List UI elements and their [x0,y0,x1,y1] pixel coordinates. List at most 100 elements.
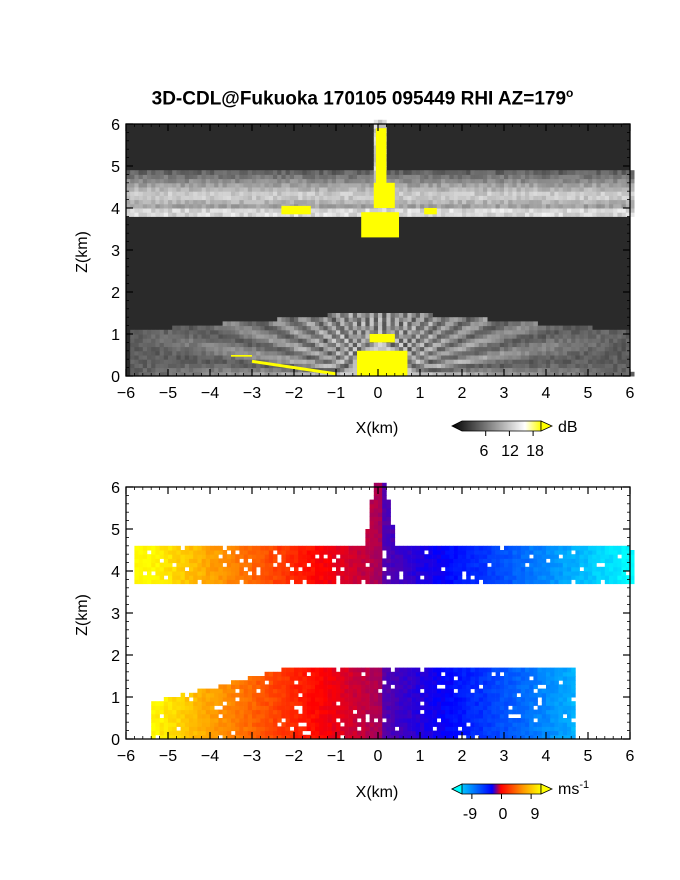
intensity-cell [625,191,631,196]
intensity-cell [226,371,232,377]
intensity-cell [575,367,580,373]
intensity-cell [592,174,597,180]
velocity-cell [168,730,173,736]
velocity-cell [352,579,358,585]
velocity-cell [331,579,337,585]
velocity-cell [411,692,417,698]
intensity-cell [340,371,345,377]
intensity-cell [478,317,484,322]
intensity-cell [520,329,526,335]
velocity-cell [210,709,215,715]
intensity-cell [617,363,622,369]
velocity-cell [369,676,375,681]
velocity-cell [344,550,349,555]
intensity-cell [487,170,492,175]
intensity-cell [390,321,396,327]
intensity-cell [163,342,169,348]
velocity-cell [218,730,223,736]
intensity-cell [256,212,261,217]
velocity-cell [281,705,286,711]
intensity-cell [491,346,496,352]
velocity-cell [189,718,194,723]
intensity-cell [319,178,324,184]
intensity-cell [193,338,198,343]
velocity-cell [218,558,223,564]
intensity-cell [541,199,547,205]
intensity-cell [403,174,408,180]
intensity-cell [504,321,509,327]
intensity-cell [226,174,232,180]
intensity-cell [420,191,425,196]
intensity-cell [403,195,408,201]
intensity-cell [415,367,421,373]
velocity-cell [394,550,400,555]
velocity-cell [226,722,232,727]
intensity-cell [268,363,274,369]
intensity-cell [340,203,345,209]
velocity-cell [243,554,249,559]
intensity-cell [302,325,307,331]
intensity-cell [567,329,572,335]
intensity-cell [310,203,316,209]
intensity-cell [554,346,559,352]
velocity-cell [298,562,303,568]
velocity-cell [201,730,207,736]
velocity-cell [294,545,299,551]
intensity-cell [172,355,177,360]
intensity-cell [571,334,576,339]
intensity-cell [420,350,425,356]
velocity-cell [352,545,358,551]
intensity-cell [567,191,572,196]
velocity-cell [386,734,391,740]
intensity-cell [159,355,165,360]
velocity-cell [411,558,417,564]
intensity-cell [457,203,463,209]
intensity-cell [453,346,459,352]
intensity-cell [189,342,194,348]
intensity-cell [630,203,635,209]
intensity-cell [621,371,627,377]
intensity-cell [289,191,295,196]
intensity-cell [625,195,631,201]
intensity-cell [537,350,543,356]
intensity-cell [541,174,547,180]
intensity-cell [159,329,165,335]
velocity-cell [365,709,370,715]
intensity-cell [155,187,160,192]
intensity-cell [499,170,505,175]
velocity-cell [252,575,257,580]
intensity-cell [600,338,606,343]
velocity-cell [264,558,270,564]
intensity-cell [470,338,475,343]
velocity-cell [357,571,362,576]
velocity-cell [168,709,173,715]
velocity-cell [235,692,240,698]
intensity-cell [239,355,244,360]
intensity-cell [168,170,173,175]
intensity-cell [340,355,345,360]
velocity-cell [449,734,454,740]
intensity-cell [558,338,564,343]
velocity-cell [184,705,190,711]
intensity-cell [546,338,551,343]
intensity-cell [151,355,156,360]
intensity-cell [256,199,261,205]
velocity-cell [331,705,337,711]
intensity-cell [310,342,316,348]
velocity-cell [348,730,354,736]
intensity-cell [449,317,454,322]
intensity-cell [403,199,408,205]
intensity-cell [394,321,400,327]
velocity-cell [352,701,358,706]
intensity-cell [558,334,564,339]
intensity-cell [415,313,421,318]
intensity-cell [411,212,417,217]
intensity-cell [403,329,408,335]
intensity-cell [323,329,328,335]
intensity-cell [630,195,635,201]
intensity-cell [235,346,240,352]
intensity-cell [520,182,526,188]
velocity-cell [441,545,446,551]
intensity-cell [285,329,291,335]
intensity-cell [210,367,215,373]
